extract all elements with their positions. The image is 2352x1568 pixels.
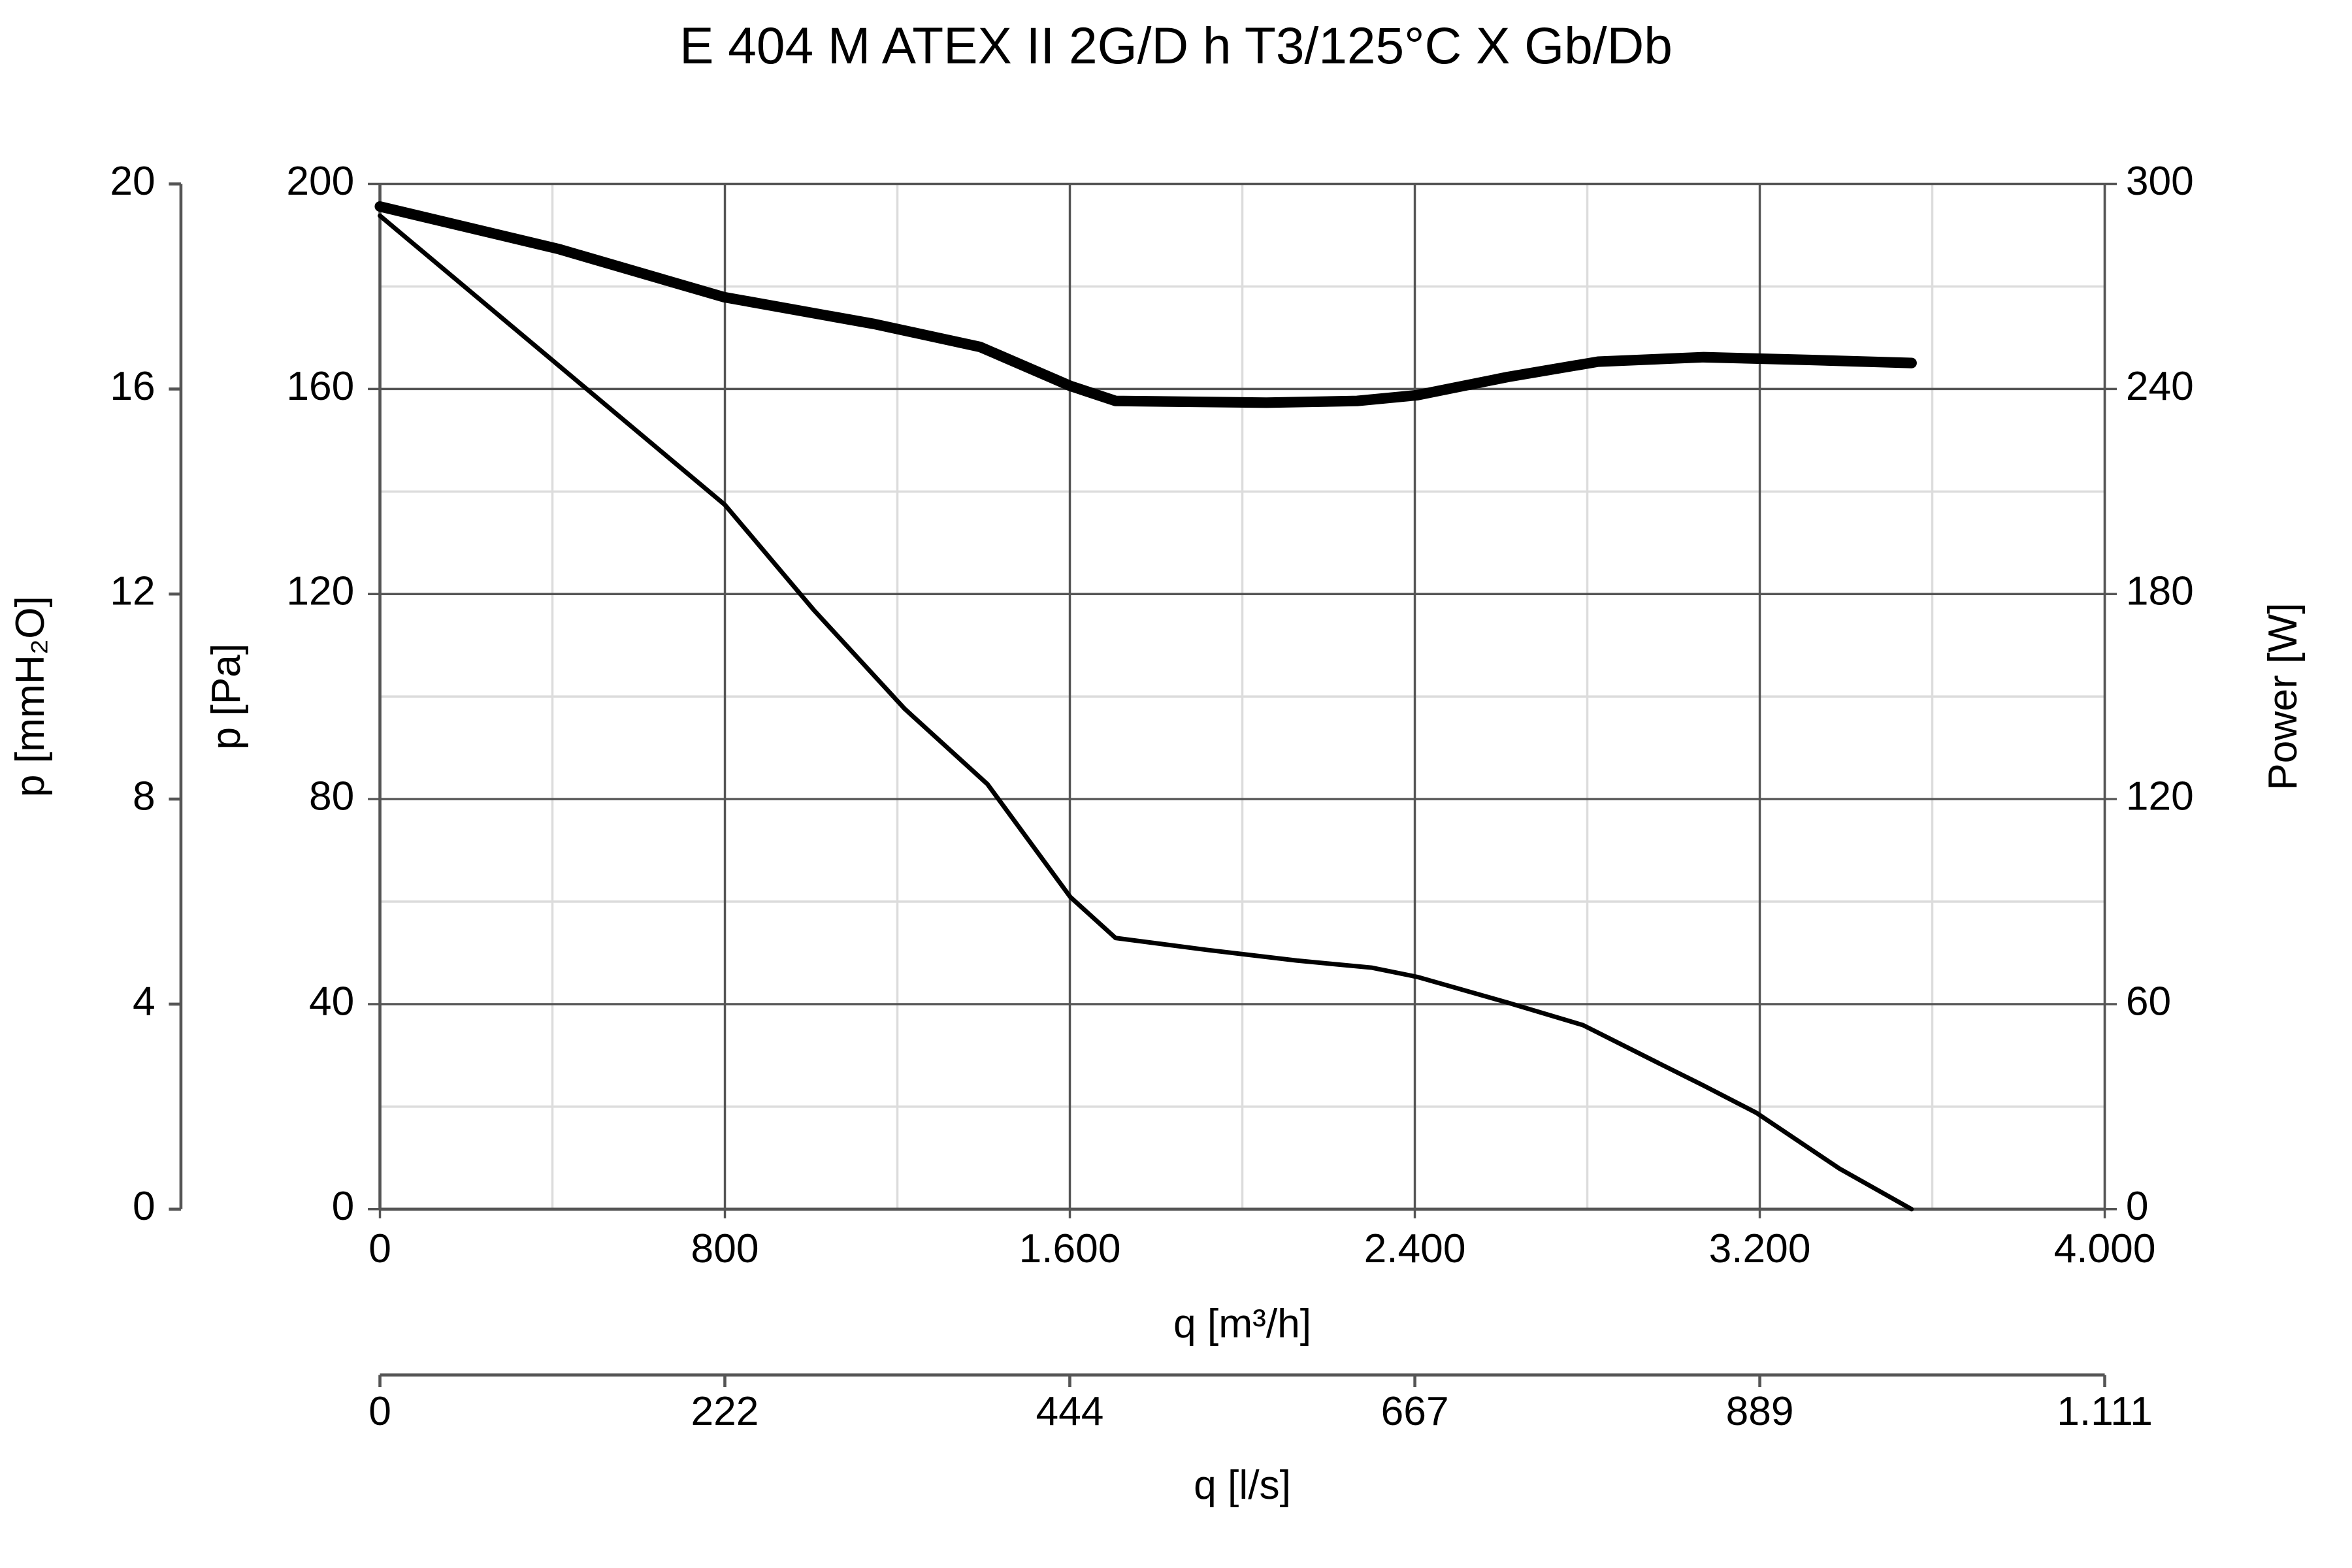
extra-x-tick-label: 222 bbox=[691, 1389, 759, 1434]
extra-x-tick-label: 889 bbox=[1726, 1389, 1794, 1434]
x-tick-label: 1.600 bbox=[1019, 1226, 1121, 1271]
y2-tick-label: 120 bbox=[2126, 774, 2194, 819]
y2-tick-label: 0 bbox=[2126, 1184, 2149, 1229]
y-axis-title: p [Pa] bbox=[204, 644, 249, 750]
series-line bbox=[378, 213, 1914, 1212]
x-tick-label: 0 bbox=[368, 1226, 391, 1271]
y2-axis-title: Power [W] bbox=[2261, 602, 2306, 790]
extra-y-tick-label: 12 bbox=[110, 569, 155, 614]
extra-y-tick-label: 8 bbox=[133, 774, 155, 819]
y-tick-label: 80 bbox=[309, 774, 354, 819]
extra-x-axis-title: q [l/s] bbox=[1194, 1463, 1291, 1508]
y2-tick-label: 180 bbox=[2126, 569, 2194, 614]
x-tick-label: 2.400 bbox=[1364, 1226, 1466, 1271]
extra-x-tick-label: 1.111 bbox=[2057, 1389, 2153, 1434]
extra-x-tick-label: 444 bbox=[1036, 1389, 1103, 1434]
y2-tick-label: 300 bbox=[2126, 159, 2194, 204]
y-tick-label: 40 bbox=[309, 979, 354, 1024]
extra-y-tick-label: 0 bbox=[133, 1184, 155, 1229]
series-line bbox=[374, 201, 1917, 408]
chart-title: E 404 M ATEX II 2G/D h T3/125°C X Gb/Db bbox=[679, 17, 1673, 74]
extra-y-tick-label: 20 bbox=[110, 159, 155, 204]
y-tick-label: 160 bbox=[286, 364, 354, 409]
extra-y-tick-label: 4 bbox=[133, 979, 155, 1024]
y-tick-label: 120 bbox=[286, 569, 354, 614]
y-tick-label: 200 bbox=[286, 159, 354, 204]
y2-tick-label: 60 bbox=[2126, 979, 2171, 1024]
x-tick-label: 3.200 bbox=[1709, 1226, 1811, 1271]
extra-x-tick-label: 0 bbox=[368, 1389, 391, 1434]
x-tick-label: 4.000 bbox=[2054, 1226, 2156, 1271]
extra-y-tick-label: 16 bbox=[110, 364, 155, 409]
y2-tick-label: 240 bbox=[2126, 364, 2194, 409]
x-axis-title: q [m³/h] bbox=[1173, 1301, 1311, 1347]
extra-y-axis-title: p [mmH₂O] bbox=[8, 596, 53, 797]
extra-x-tick-label: 667 bbox=[1381, 1389, 1449, 1434]
x-tick-label: 800 bbox=[691, 1226, 759, 1271]
y-tick-label: 0 bbox=[332, 1184, 355, 1229]
